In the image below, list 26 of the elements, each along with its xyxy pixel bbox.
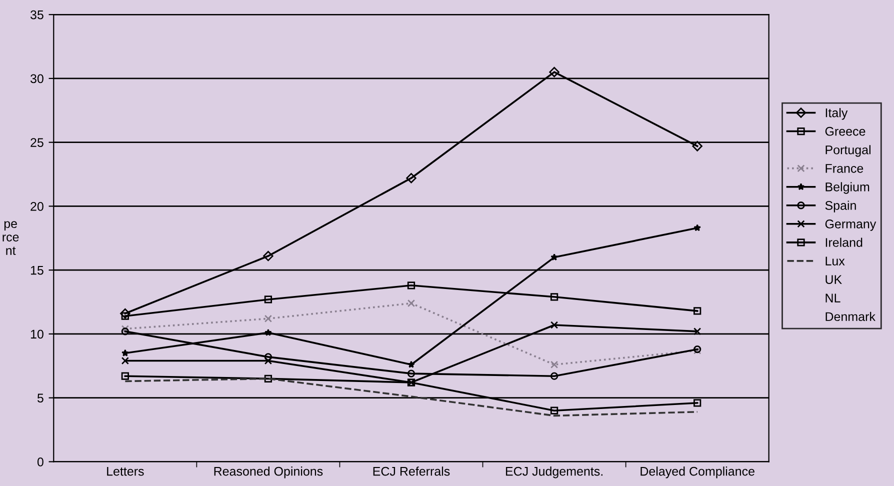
y-tick-label: 15 (30, 266, 44, 275)
y-tick-label: 35 (30, 10, 44, 20)
y-tick-label: 5 (37, 394, 44, 402)
x-tick-label: ECJ Referrals (373, 466, 450, 476)
legend-label: Greece (825, 126, 866, 136)
x-tick-label: ECJ Judgements. (506, 466, 602, 478)
x-tick-label: Delayed Compliance (640, 466, 754, 478)
legend-label: Italy (826, 108, 848, 120)
y-tick-label: 20 (30, 202, 44, 211)
legend-label: Spain (825, 200, 856, 212)
y-tick-label: 30 (30, 74, 44, 84)
y-tick-label: 25 (30, 138, 44, 147)
text: NL (826, 294, 840, 302)
legend-label: Belgium (826, 182, 870, 194)
y-tick-label: 0 (37, 458, 44, 466)
x-tick-label: Letters (107, 467, 144, 476)
text: Denmark (826, 312, 876, 322)
text: Portugal (826, 145, 870, 157)
legend-label: Germany (825, 220, 876, 231)
legend-label: Lux (826, 256, 845, 266)
y-tick-label: 10 (30, 330, 44, 339)
y-axis-title: pe rce nt (2, 221, 19, 255)
x-tick-label: Reasoned Opinions (214, 466, 323, 478)
legend-label: Ireland (826, 238, 862, 247)
text: UK (826, 275, 842, 284)
legend-label: France (826, 164, 864, 173)
